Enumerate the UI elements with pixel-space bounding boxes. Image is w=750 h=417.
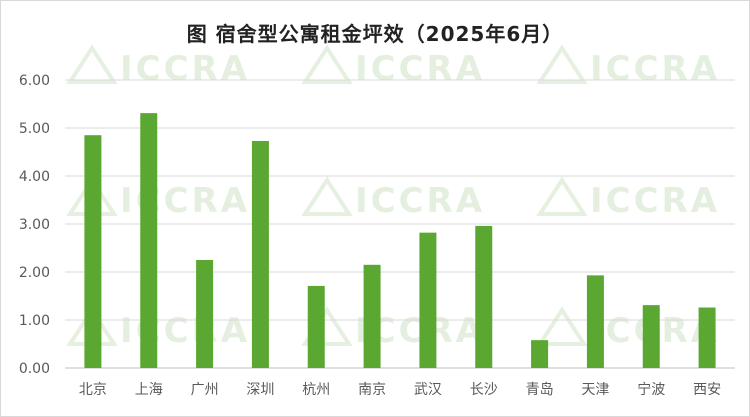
bars	[84, 113, 716, 369]
watermark-logo: ICCRA	[301, 306, 482, 351]
bar	[642, 305, 660, 368]
watermark-logo: ICCRA	[536, 44, 720, 89]
y-tick-label: 3.00	[19, 217, 50, 233]
x-tick-label: 宁波	[637, 381, 665, 398]
bar	[140, 113, 158, 369]
bar	[307, 285, 325, 368]
bar	[698, 307, 716, 368]
bar	[475, 225, 493, 368]
bar	[196, 260, 214, 368]
svg-text:ICCRA: ICCRA	[590, 49, 720, 89]
watermark-layer: ICCRA ICCRA ICCRA ICCRA ICCRA ICCRA ICCRA ICCRA…	[66, 44, 720, 351]
bar	[363, 264, 381, 368]
svg-text:ICCRA: ICCRA	[355, 181, 485, 221]
x-tick-label: 长沙	[470, 382, 498, 398]
y-tick-label: 4.00	[19, 169, 50, 185]
bar	[586, 275, 604, 368]
y-tick-label: 6.00	[19, 73, 50, 89]
watermark-logo: ICCRA	[301, 44, 485, 89]
x-tick-label: 杭州	[302, 382, 330, 398]
svg-text:ICCRA: ICCRA	[355, 49, 485, 89]
bar	[251, 140, 269, 368]
x-tick-label: 南京	[358, 382, 386, 398]
bar	[531, 340, 549, 368]
bar	[419, 232, 437, 368]
y-tick-label: 0.00	[19, 361, 50, 377]
svg-text:ICCRA: ICCRA	[590, 181, 720, 221]
watermark-logo: ICCRA	[536, 176, 720, 221]
gridlines	[65, 79, 735, 369]
x-axis-ticks: 北京 上海 广州 深圳 杭州 南京 武汉 长沙 青岛 天津 宁波 西安	[79, 381, 721, 398]
watermark-logo: ICCRA	[301, 176, 485, 221]
x-tick-label: 北京	[79, 382, 107, 398]
chart-title: 图 宿舍型公寓租金坪效（2025年6月）	[186, 22, 564, 46]
y-tick-label: 1.00	[19, 313, 50, 329]
x-tick-label: 青岛	[526, 382, 554, 398]
svg-text:ICCRA: ICCRA	[120, 181, 250, 221]
y-axis-ticks: 0.00 1.00 2.00 3.00 4.00 5.00 6.00	[19, 73, 50, 377]
bar	[84, 135, 102, 368]
x-tick-label: 天津	[581, 382, 609, 398]
x-tick-label: 上海	[135, 382, 163, 398]
y-tick-label: 2.00	[19, 265, 50, 281]
y-tick-label: 5.00	[19, 121, 50, 137]
x-tick-label: 深圳	[246, 382, 274, 398]
watermark-logo: ICCRA	[536, 306, 717, 351]
x-tick-label: 西安	[693, 382, 721, 398]
watermark-logo: ICCRA	[66, 44, 250, 89]
svg-text:ICCRA: ICCRA	[120, 49, 250, 89]
svg-text:ICCRA: ICCRA	[120, 311, 250, 351]
x-tick-label: 武汉	[414, 382, 442, 398]
x-tick-label: 广州	[191, 382, 219, 398]
